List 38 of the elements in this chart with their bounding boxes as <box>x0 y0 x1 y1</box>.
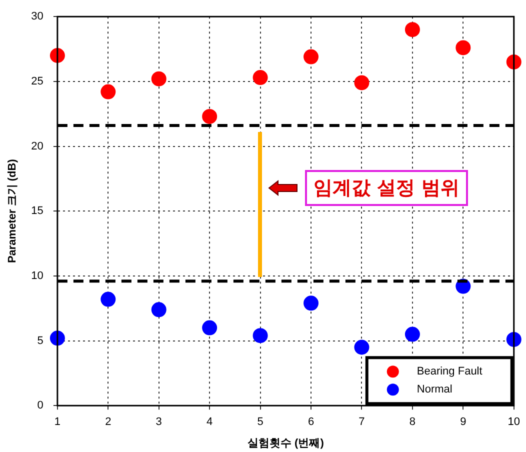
point <box>456 40 471 56</box>
y-tick-label: 20 <box>31 140 44 152</box>
point <box>100 84 116 100</box>
y-tick-label: 10 <box>31 270 44 282</box>
x-tick-label: 9 <box>460 416 466 428</box>
y-tick-label: 15 <box>31 205 44 218</box>
x-tick-label: 4 <box>206 416 213 428</box>
point <box>304 49 319 64</box>
x-tick-label: 8 <box>409 416 416 428</box>
point <box>404 326 420 342</box>
annotation: 임계값 설정 범위 <box>305 170 468 206</box>
point <box>202 320 218 336</box>
x-tick-label: 10 <box>508 416 520 428</box>
point <box>202 108 218 124</box>
x-tick-label: 1 <box>54 416 60 428</box>
y-tick-label: 25 <box>31 75 44 88</box>
point <box>50 330 65 346</box>
x-tick-label: 2 <box>105 416 112 428</box>
y-tick-label: 5 <box>37 334 44 347</box>
point <box>100 292 116 307</box>
point <box>354 340 370 355</box>
y-tick-label: 30 <box>31 10 44 23</box>
point <box>404 22 420 38</box>
point <box>252 328 268 344</box>
y-axis-title: Parameter 크기 (dB) <box>6 158 19 264</box>
legend-label: Normal <box>416 384 452 396</box>
x-tick-label: 7 <box>358 416 365 428</box>
x-axis-title: 실험횟수 (번째) <box>247 437 324 450</box>
point <box>304 296 319 311</box>
y-tick-label: 0 <box>37 400 44 412</box>
x-tick-label: 3 <box>156 416 162 428</box>
x-tick-label: 6 <box>308 416 314 428</box>
x-tick-label: 5 <box>257 416 264 428</box>
point <box>151 302 166 318</box>
point <box>252 70 268 86</box>
legend-label: Bearing Fault <box>416 366 482 378</box>
point <box>354 75 370 90</box>
point <box>151 71 166 86</box>
